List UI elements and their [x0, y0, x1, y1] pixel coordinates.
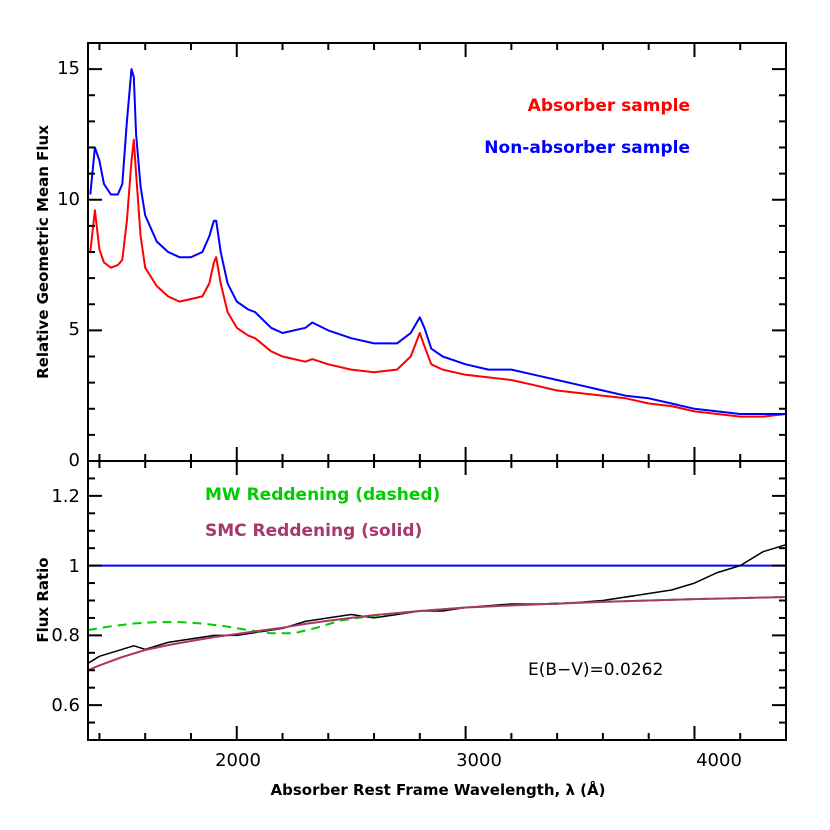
x-tick-labels: 2000 3000 4000	[215, 750, 742, 771]
top-series-non-absorber-sample	[89, 68, 786, 415]
top-y-tick-labels: 0 5 10 15	[57, 58, 80, 471]
ebv-annotation: E(B−V)=0.0262	[528, 660, 663, 680]
top-panel: 0 5 10 15 Relative Geometric Mean Flux A…	[34, 42, 787, 471]
x-tick-3000: 3000	[456, 750, 502, 771]
bottom-y-tick-labels: 0.6 0.8 1 1.2	[51, 486, 80, 716]
bottom-y-tick-0.6: 0.6	[51, 695, 80, 716]
top-y-axis-title: Relative Geometric Mean Flux	[34, 125, 52, 379]
top-y-tick-5: 5	[69, 319, 80, 340]
bottom-series-smc-reddening-solid	[87, 596, 787, 672]
x-tick-2000: 2000	[215, 750, 261, 771]
top-y-tick-10: 10	[57, 189, 80, 210]
x-axis-title: Absorber Rest Frame Wavelength, λ (Å)	[270, 780, 605, 799]
x-tick-4000: 4000	[696, 750, 742, 771]
bottom-y-tick-1.2: 1.2	[51, 486, 80, 507]
top-y-tick-0: 0	[69, 450, 80, 471]
legend-smc-reddening: SMC Reddening (solid)	[205, 521, 422, 541]
bottom-y-tick-1: 1	[69, 556, 80, 577]
top-ticks	[88, 42, 787, 462]
legend-mw-reddening: MW Reddening (dashed)	[205, 485, 440, 505]
legend-non-absorber-sample: Non-absorber sample	[484, 138, 690, 158]
top-series-absorber-sample	[89, 138, 787, 418]
bottom-ticks	[88, 460, 787, 741]
bottom-series-layer	[87, 543, 787, 672]
top-series-layer	[89, 68, 787, 418]
bottom-y-tick-0.8: 0.8	[51, 625, 80, 646]
top-y-tick-15: 15	[57, 58, 80, 79]
bottom-panel: 0.6 0.8 1 1.2 2000 3000 4000 Flux Ratio …	[34, 460, 787, 799]
bottom-y-axis-title: Flux Ratio	[34, 557, 52, 642]
legend-absorber-sample: Absorber sample	[528, 96, 690, 116]
